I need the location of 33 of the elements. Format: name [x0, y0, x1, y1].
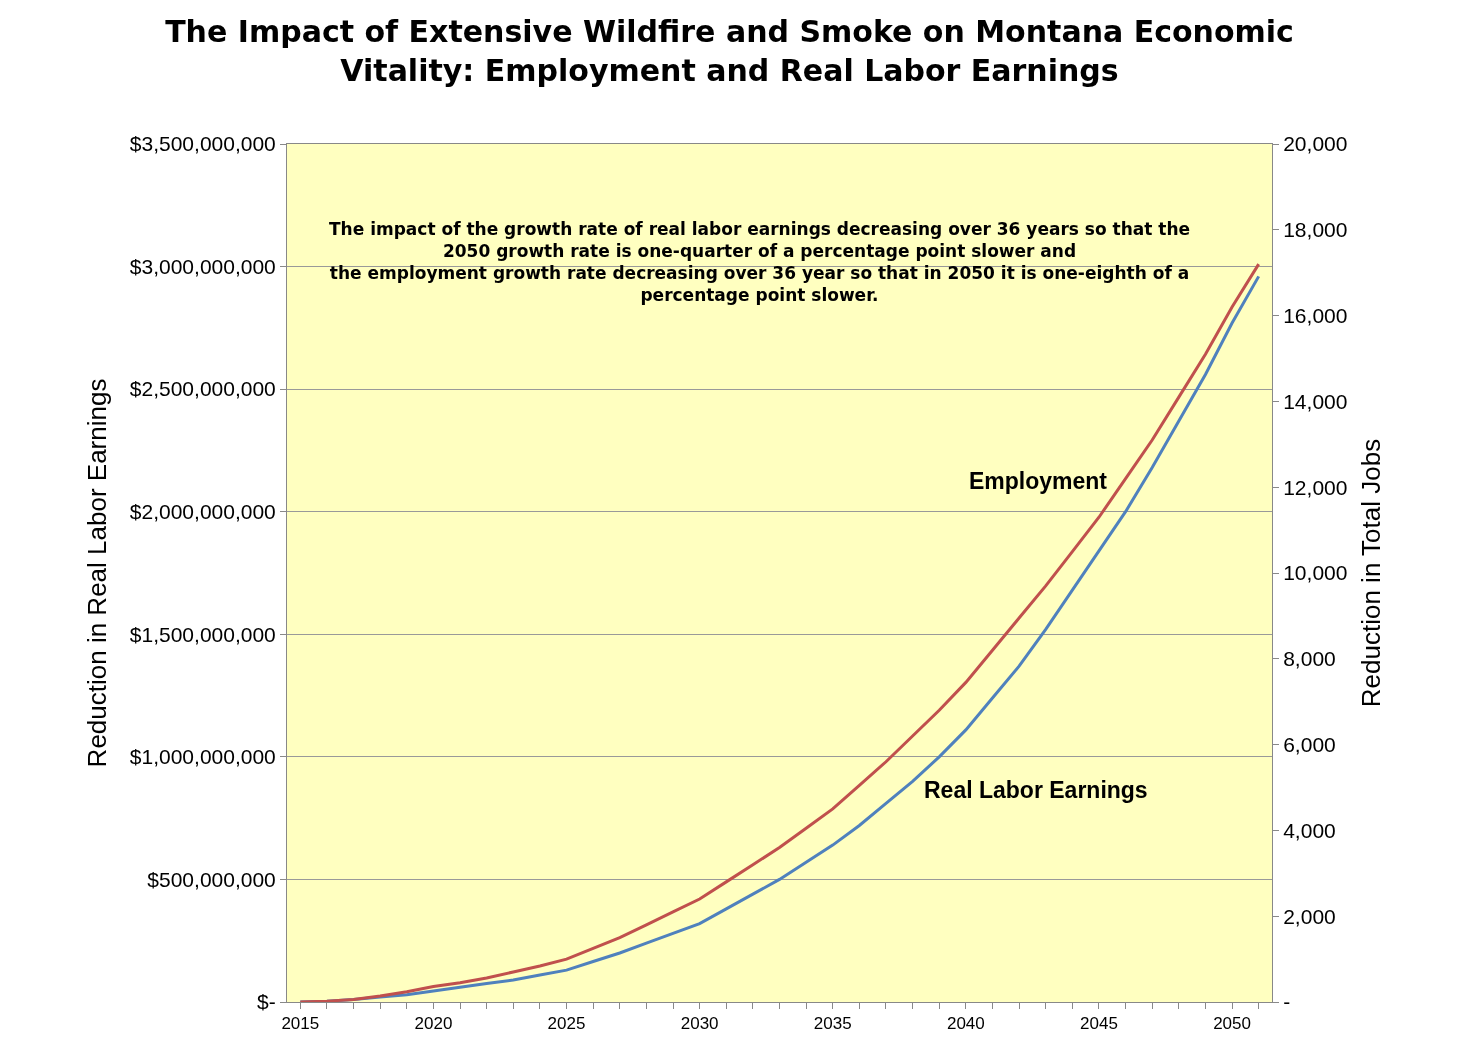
- y2-tick-label: 2,000: [1283, 904, 1336, 928]
- y-tick-label: $2,500,000,000: [129, 377, 276, 401]
- y2-tick-label: -: [1283, 990, 1291, 1014]
- x-tick-label: 2045: [1080, 1014, 1118, 1034]
- y2-axis-title: Reduction in Total Jobs: [1356, 438, 1387, 708]
- x-tick-label: 2035: [813, 1014, 852, 1034]
- y2-tick-label: 20,000: [1283, 132, 1348, 156]
- y2-tick-label: 18,000: [1283, 218, 1348, 242]
- y-tick-label: $2,000,000,000: [129, 500, 276, 524]
- y2-tick-label: 4,000: [1283, 818, 1336, 842]
- y-tick-label: $3,000,000,000: [129, 254, 276, 278]
- y2-tick-label: 16,000: [1283, 303, 1348, 327]
- y2-tick-label: 10,000: [1283, 561, 1348, 585]
- y-tick-label: $3,500,000,000: [129, 132, 276, 156]
- series-label: Real Labor Earnings: [924, 777, 1148, 803]
- x-tick-label: 2015: [281, 1014, 320, 1034]
- y-tick-label: $1,500,000,000: [129, 622, 276, 646]
- y2-tick-label: 14,000: [1283, 389, 1348, 413]
- annotation: The impact of the growth rate of real labor earnings decreasing over 36 years so that the 2050 growth rate is one-quarter of a percentage point slower and the employment growth rate decreasing over 36 year so that in 2050 it is one-eighth of a percentage point slower.: [329, 219, 1191, 306]
- chart-title: The Impact of Extensive Wildfire and Smoke on Montana Economic Vitality: Employment and Real Labor Earnings: [165, 14, 1294, 88]
- y2-tick-label: 6,000: [1283, 732, 1336, 756]
- x-tick-label: 2040: [946, 1014, 985, 1034]
- x-tick-label: 2020: [414, 1014, 453, 1034]
- x-tick-label: 2025: [547, 1014, 586, 1034]
- x-tick-label: 2030: [680, 1014, 719, 1034]
- y-axis-title: Reduction in Real Labor Earnings: [82, 378, 113, 768]
- y2-tick-label: 12,000: [1283, 475, 1348, 499]
- y-tick-label: $500,000,000: [147, 867, 276, 891]
- series-label: Employment: [969, 468, 1108, 494]
- x-tick-label: 2050: [1213, 1014, 1251, 1034]
- y-tick-label: $-: [257, 990, 276, 1014]
- y2-tick-label: 8,000: [1283, 647, 1336, 671]
- y-tick-label: $1,000,000,000: [129, 745, 276, 769]
